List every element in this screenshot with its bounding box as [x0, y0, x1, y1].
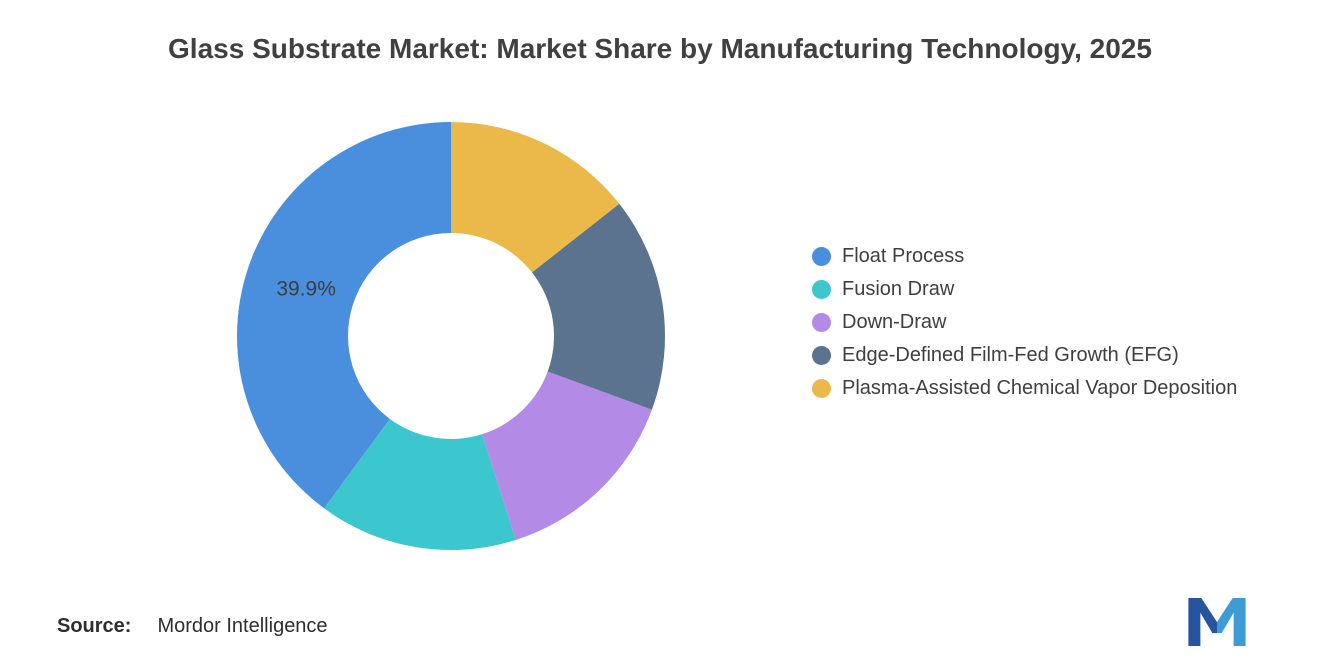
donut-chart: 39.9% [237, 122, 665, 550]
legend-item-2[interactable]: Down-Draw [812, 312, 1237, 332]
legend-swatch-icon [812, 345, 831, 365]
donut-slice-0[interactable] [237, 122, 451, 509]
legend: Float Process Fusion Draw Down-Draw Edge-De… [812, 246, 1237, 398]
donut-slice-3[interactable] [531, 203, 665, 410]
legend-swatch-icon [812, 279, 831, 299]
legend-swatch-icon [812, 246, 831, 266]
source-value: Mordor Intelligence [157, 615, 328, 637]
donut-slice-2[interactable] [482, 371, 652, 540]
legend-swatch-icon [812, 312, 831, 332]
mordor-intelligence-logo [1188, 598, 1246, 651]
source-label: Source: [57, 615, 132, 637]
legend-item-1[interactable]: Fusion Draw [812, 279, 1237, 299]
donut-chart-area: 39.9% [231, 116, 671, 556]
legend-item-4[interactable]: Plasma-Assisted Chemical Vapor Depositio… [812, 378, 1237, 398]
logo-m-left [1188, 598, 1217, 646]
slice-data-label: 39.9% [276, 277, 336, 300]
legend-label: Float Process [842, 245, 965, 267]
legend-label: Plasma-Assisted Chemical Vapor Depositio… [842, 377, 1238, 399]
donut-slice-1[interactable] [324, 418, 516, 550]
legend-label: Edge-Defined Film-Fed Growth (EFG) [842, 344, 1179, 366]
legend-label: Fusion Draw [842, 278, 955, 300]
logo-m-right [1217, 598, 1246, 646]
legend-item-3[interactable]: Edge-Defined Film-Fed Growth (EFG) [812, 345, 1237, 365]
legend-swatch-icon [812, 378, 831, 398]
chart-title: Glass Substrate Market: Market Share by … [168, 33, 1152, 64]
donut-slice-4[interactable] [451, 122, 620, 273]
legend-label: Down-Draw [842, 311, 947, 333]
legend-item-0[interactable]: Float Process [812, 246, 1237, 266]
source-row: Source: Mordor Intelligence [57, 615, 328, 638]
